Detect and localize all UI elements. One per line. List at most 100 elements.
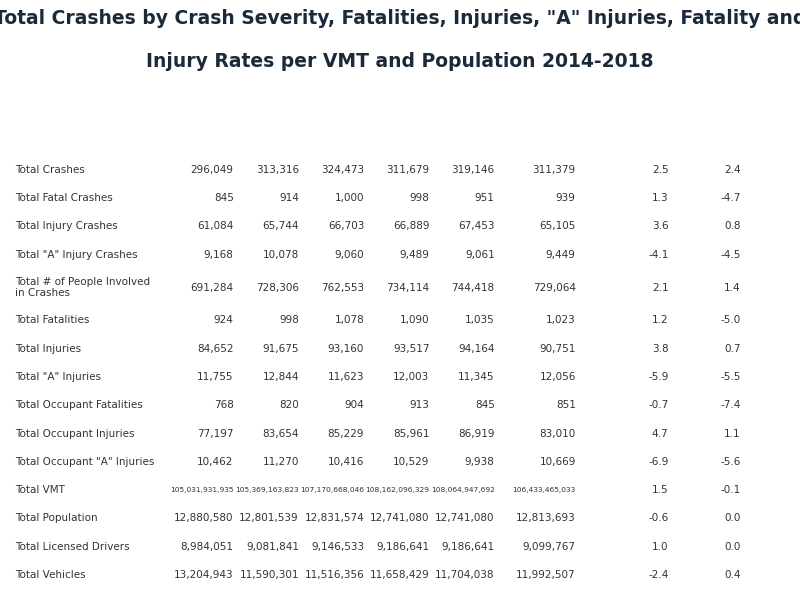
Text: -4.5: -4.5 bbox=[721, 249, 741, 260]
Text: 820: 820 bbox=[279, 400, 299, 410]
Text: 12,741,080: 12,741,080 bbox=[435, 513, 494, 523]
Text: 9,061: 9,061 bbox=[465, 249, 494, 260]
Text: 762,553: 762,553 bbox=[321, 283, 364, 292]
Text: -5.9: -5.9 bbox=[648, 372, 669, 382]
Text: 998: 998 bbox=[279, 315, 299, 326]
Text: 1.5: 1.5 bbox=[652, 485, 669, 495]
Text: 0.4: 0.4 bbox=[724, 570, 741, 580]
Text: 998: 998 bbox=[410, 193, 430, 203]
Text: 13,204,943: 13,204,943 bbox=[174, 570, 234, 580]
Text: 9,146,533: 9,146,533 bbox=[311, 542, 364, 552]
Text: 10,529: 10,529 bbox=[393, 457, 430, 467]
Text: 319,146: 319,146 bbox=[452, 165, 494, 175]
Text: -7.4: -7.4 bbox=[721, 400, 741, 410]
Text: 0.0: 0.0 bbox=[725, 513, 741, 523]
Text: Total # of People Involved
in Crashes: Total # of People Involved in Crashes bbox=[15, 277, 150, 298]
Text: -0.6: -0.6 bbox=[648, 513, 669, 523]
Text: Total Population: Total Population bbox=[15, 513, 98, 523]
Text: 1.3: 1.3 bbox=[652, 193, 669, 203]
Text: Total Crashes by Crash Severity, Fatalities, Injuries, "A" Injuries, Fatality an: Total Crashes by Crash Severity, Fatalit… bbox=[0, 9, 800, 28]
Text: 11,590,301: 11,590,301 bbox=[239, 570, 299, 580]
Text: 924: 924 bbox=[214, 315, 234, 326]
Text: 12,003: 12,003 bbox=[394, 372, 430, 382]
Text: 85,229: 85,229 bbox=[328, 428, 364, 438]
Text: Previous
4-Year Average: Previous 4-Year Average bbox=[498, 114, 576, 134]
Text: 9,081,841: 9,081,841 bbox=[246, 542, 299, 552]
Text: -4.1: -4.1 bbox=[648, 249, 669, 260]
Text: 9,168: 9,168 bbox=[204, 249, 234, 260]
Text: 1,000: 1,000 bbox=[334, 193, 364, 203]
Text: Total Injuries: Total Injuries bbox=[15, 343, 82, 353]
Text: 311,379: 311,379 bbox=[533, 165, 576, 175]
Text: 11,704,038: 11,704,038 bbox=[435, 570, 494, 580]
Text: -0.1: -0.1 bbox=[721, 485, 741, 495]
Text: 734,114: 734,114 bbox=[386, 283, 430, 292]
Text: 9,060: 9,060 bbox=[334, 249, 364, 260]
Text: 10,462: 10,462 bbox=[198, 457, 234, 467]
Text: -0.7: -0.7 bbox=[648, 400, 669, 410]
Text: 9,099,767: 9,099,767 bbox=[522, 542, 576, 552]
Text: 0.8: 0.8 bbox=[724, 222, 741, 232]
Text: Injury Rates per VMT and Population 2014-2018: Injury Rates per VMT and Population 2014… bbox=[146, 52, 654, 71]
Text: 12,831,574: 12,831,574 bbox=[305, 513, 364, 523]
Text: % Change (2018
vs Previous
4-Year Average): % Change (2018 vs Previous 4-Year Averag… bbox=[584, 109, 669, 139]
Text: 11,755: 11,755 bbox=[197, 372, 234, 382]
Text: 845: 845 bbox=[214, 193, 234, 203]
Text: 67,453: 67,453 bbox=[458, 222, 494, 232]
Text: 324,473: 324,473 bbox=[321, 165, 364, 175]
Text: 951: 951 bbox=[475, 193, 494, 203]
Text: 296,049: 296,049 bbox=[190, 165, 234, 175]
Text: 10,416: 10,416 bbox=[328, 457, 364, 467]
Text: 9,186,641: 9,186,641 bbox=[376, 542, 430, 552]
Text: 65,105: 65,105 bbox=[539, 222, 576, 232]
Text: 2017: 2017 bbox=[402, 119, 430, 129]
Text: Total "A" Injury Crashes: Total "A" Injury Crashes bbox=[15, 249, 138, 260]
Text: -5.6: -5.6 bbox=[721, 457, 741, 467]
Text: 2.4: 2.4 bbox=[724, 165, 741, 175]
Text: 12,880,580: 12,880,580 bbox=[174, 513, 234, 523]
Text: 0.0: 0.0 bbox=[725, 542, 741, 552]
Text: 108,064,947,692: 108,064,947,692 bbox=[431, 487, 494, 493]
Text: -2.4: -2.4 bbox=[648, 570, 669, 580]
Text: 84,652: 84,652 bbox=[197, 343, 234, 353]
Text: 91,675: 91,675 bbox=[262, 343, 299, 353]
Text: 11,623: 11,623 bbox=[328, 372, 364, 382]
Text: 0.7: 0.7 bbox=[724, 343, 741, 353]
Text: 86,919: 86,919 bbox=[458, 428, 494, 438]
Text: 845: 845 bbox=[475, 400, 494, 410]
Text: 9,489: 9,489 bbox=[399, 249, 430, 260]
Text: 744,418: 744,418 bbox=[452, 283, 494, 292]
Text: Total VMT: Total VMT bbox=[15, 485, 65, 495]
Text: 3.8: 3.8 bbox=[652, 343, 669, 353]
Text: -6.9: -6.9 bbox=[648, 457, 669, 467]
Text: 61,084: 61,084 bbox=[198, 222, 234, 232]
Text: 691,284: 691,284 bbox=[190, 283, 234, 292]
Text: Total Injury Crashes: Total Injury Crashes bbox=[15, 222, 118, 232]
Text: -4.7: -4.7 bbox=[721, 193, 741, 203]
Text: 728,306: 728,306 bbox=[256, 283, 299, 292]
Text: 108,162,096,329: 108,162,096,329 bbox=[366, 487, 430, 493]
Text: Total Occupant "A" Injuries: Total Occupant "A" Injuries bbox=[15, 457, 154, 467]
Text: 65,744: 65,744 bbox=[262, 222, 299, 232]
Text: 11,992,507: 11,992,507 bbox=[516, 570, 576, 580]
Text: Total Crashes: Total Crashes bbox=[15, 165, 85, 175]
Text: 2015: 2015 bbox=[271, 119, 299, 129]
Text: 11,270: 11,270 bbox=[262, 457, 299, 467]
Text: 913: 913 bbox=[410, 400, 430, 410]
Text: 939: 939 bbox=[556, 193, 576, 203]
Text: 107,170,668,046: 107,170,668,046 bbox=[300, 487, 364, 493]
Text: 9,449: 9,449 bbox=[546, 249, 576, 260]
Text: 1,035: 1,035 bbox=[465, 315, 494, 326]
Text: Total Occupant Injuries: Total Occupant Injuries bbox=[15, 428, 134, 438]
Text: 12,813,693: 12,813,693 bbox=[516, 513, 576, 523]
Text: 12,801,539: 12,801,539 bbox=[239, 513, 299, 523]
Text: 914: 914 bbox=[279, 193, 299, 203]
Text: 83,010: 83,010 bbox=[539, 428, 576, 438]
Text: 1.0: 1.0 bbox=[652, 542, 669, 552]
Text: Total Fatalities: Total Fatalities bbox=[15, 315, 90, 326]
Text: -5.5: -5.5 bbox=[721, 372, 741, 382]
Text: 2018: 2018 bbox=[467, 119, 494, 129]
Text: 12,844: 12,844 bbox=[262, 372, 299, 382]
Text: % Change
2018 vs.
2017: % Change 2018 vs. 2017 bbox=[690, 109, 741, 139]
Text: Total Vehicles: Total Vehicles bbox=[15, 570, 86, 580]
